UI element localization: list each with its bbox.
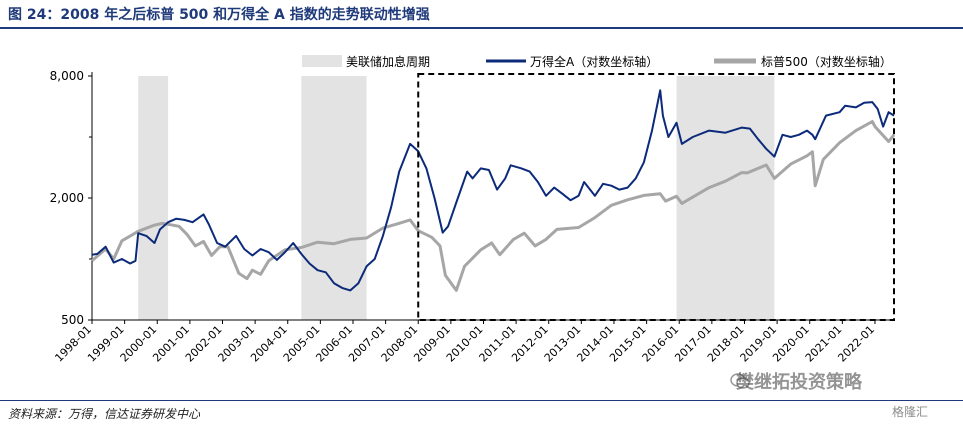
y-tick-label: 2,000 [50, 191, 84, 205]
y-tick-label: 8,000 [50, 69, 84, 83]
line-chart: 5002,0008,0001998-011999-012000-012001-0… [0, 30, 963, 398]
title-divider [0, 27, 963, 29]
legend-label-wind-a: 万得全A（对数坐标轴） [530, 54, 658, 69]
y-tick-label: 500 [61, 313, 84, 327]
legend-swatch-shaded [302, 55, 342, 67]
shaded-period-1 [138, 76, 168, 320]
watermark: 樊继拓投资策略 [736, 368, 862, 394]
x-tick-label: 2022-01 [835, 323, 877, 365]
legend-label-sp500: 标普500（对数坐标轴） [761, 54, 892, 69]
figure-title: 图 24：2008 年之后标普 500 和万得全 A 指数的走势联动性增强 [8, 4, 430, 24]
source-note: 资料来源：万得，信达证券研发中心 [8, 405, 200, 422]
legend-label-shaded: 美联储加息周期 [346, 54, 430, 69]
legend: 美联储加息周期 万得全A（对数坐标轴） 标普500（对数坐标轴） [302, 54, 892, 69]
footer-divider [0, 400, 963, 401]
watermark-secondary: 格隆汇 [892, 403, 928, 420]
